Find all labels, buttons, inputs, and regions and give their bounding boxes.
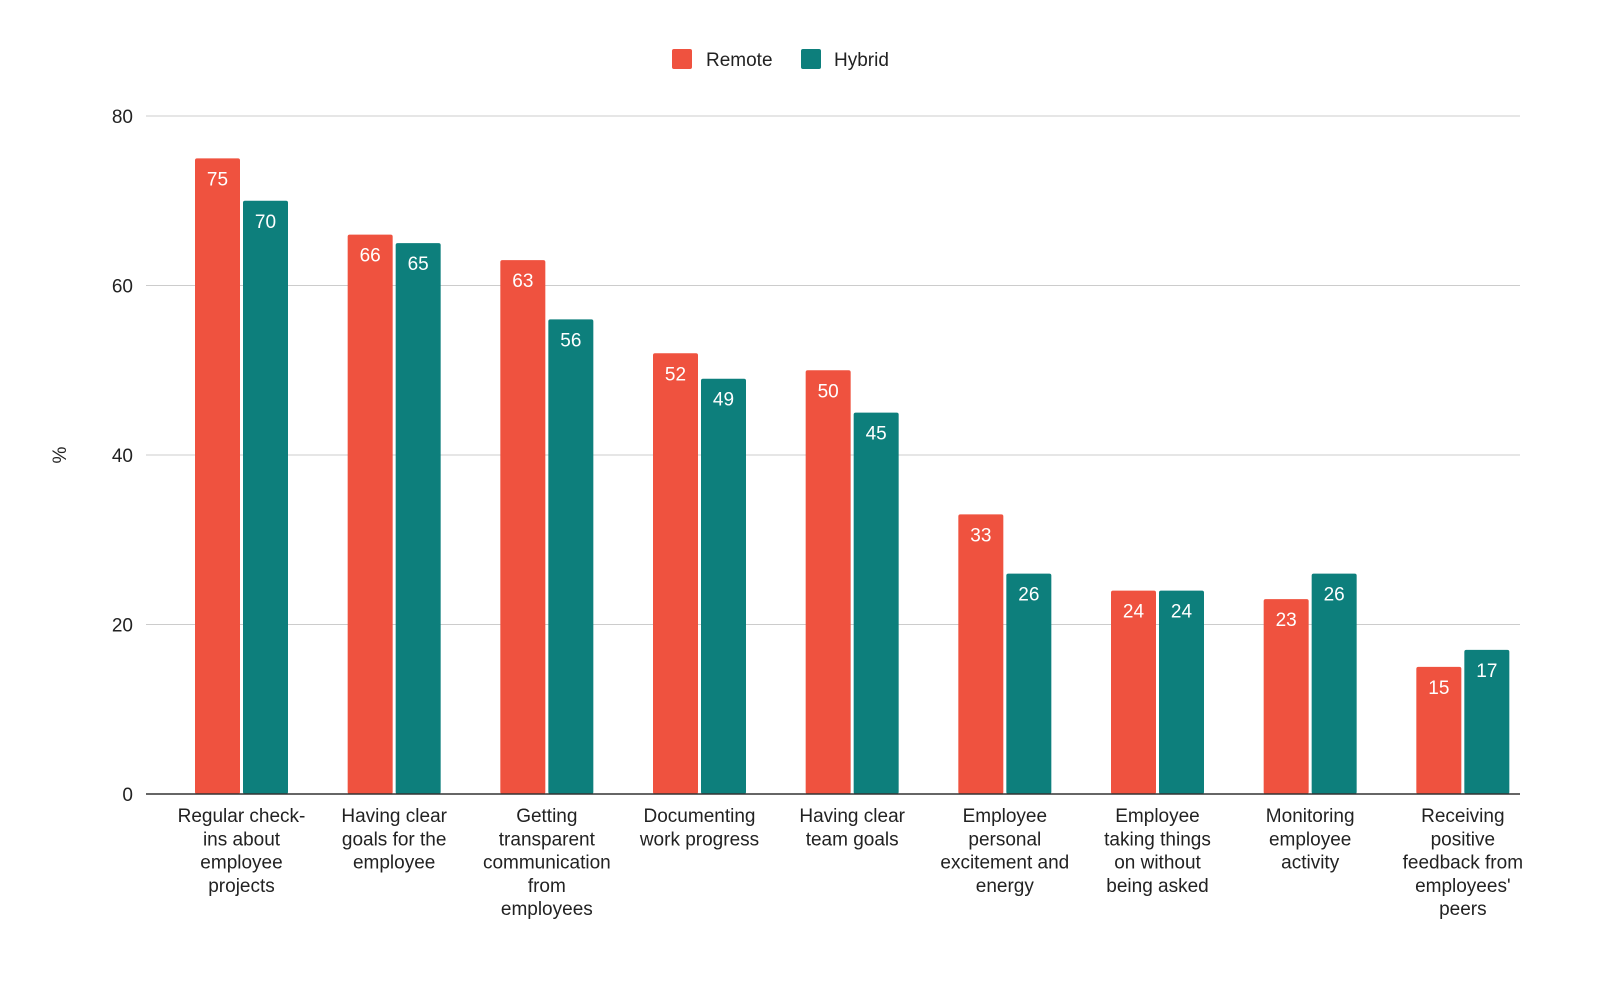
legend-swatch-remote (672, 49, 692, 69)
x-tick-label-line: positive (1431, 829, 1495, 850)
bar-remote-5 (958, 514, 1004, 794)
x-tick-label-line: peers (1439, 899, 1487, 920)
x-tick-label-line: Employee (963, 806, 1048, 827)
data-label-remote-4: 50 (818, 381, 839, 402)
bar-remote-2 (500, 260, 546, 794)
bar-remote-4 (805, 370, 851, 794)
bar-hybrid-2 (548, 319, 594, 794)
x-tick-label-line: team goals (806, 829, 899, 850)
data-label-remote-2: 63 (512, 271, 533, 292)
data-label-remote-6: 24 (1123, 602, 1145, 623)
bar-hybrid-8 (1464, 649, 1510, 794)
x-tick-label-line: energy (976, 876, 1035, 897)
bar-hybrid-4 (853, 412, 899, 794)
data-label-remote-7: 23 (1276, 610, 1297, 631)
data-label-hybrid-3: 49 (713, 390, 734, 411)
data-label-hybrid-7: 26 (1324, 585, 1345, 606)
x-tick-label-line: ins about (203, 829, 281, 850)
legend-label-hybrid: Hybrid (834, 50, 889, 71)
x-tick-label-line: Regular check- (178, 806, 306, 827)
data-label-hybrid-0: 70 (255, 212, 276, 233)
bar-remote-8 (1416, 666, 1462, 794)
x-tick-label: Having clear team goals (799, 806, 905, 850)
data-label-remote-5: 33 (970, 525, 991, 546)
y-tick-label: 80 (112, 107, 133, 128)
bar-remote-0 (195, 158, 240, 794)
bar-hybrid-3 (701, 378, 746, 794)
x-tick-label-line: projects (208, 876, 275, 897)
y-axis-title: % (50, 446, 71, 463)
data-label-hybrid-2: 56 (560, 330, 581, 351)
x-tick-label: Employee taking things on without being ask… (1104, 806, 1211, 897)
x-tick-label-line: taking things (1104, 829, 1211, 850)
x-tick-label-line: Receiving (1421, 806, 1504, 827)
x-tick-label-line: Monitoring (1266, 806, 1355, 827)
x-tick-label-line: employees' (1415, 876, 1511, 897)
y-tick-label: 0 (122, 785, 133, 806)
x-tick-label: Employee personal excitement and energy (940, 806, 1069, 897)
bar-hybrid-6 (1159, 590, 1204, 794)
y-axis-ticks: 0 20 40 60 80 (112, 107, 133, 806)
legend-label-remote: Remote (706, 50, 773, 71)
legend-swatch-hybrid (801, 49, 821, 69)
data-label-remote-0: 75 (207, 169, 228, 190)
x-tick-label: Monitoring employee activity (1266, 806, 1355, 874)
bar-remote-7 (1263, 599, 1309, 794)
x-tick-label-line: on without (1114, 853, 1201, 874)
y-tick-label: 60 (112, 277, 133, 298)
bar-hybrid-7 (1311, 573, 1357, 794)
x-tick-label-line: activity (1281, 853, 1340, 874)
data-label-remote-8: 15 (1428, 678, 1449, 699)
x-tick-label-line: employee (200, 853, 282, 874)
x-tick-label-line: excitement and (940, 853, 1069, 874)
x-tick-label: Documenting work progress (639, 806, 759, 850)
y-tick-label: 40 (112, 446, 133, 467)
data-label-hybrid-4: 45 (866, 424, 887, 445)
x-tick-label-line: employees (501, 899, 593, 920)
x-tick-label-line: Having clear (799, 806, 905, 827)
x-tick-label-line: Employee (1115, 806, 1200, 827)
x-tick-label-line: Having clear (341, 806, 447, 827)
data-label-hybrid-8: 17 (1476, 661, 1497, 682)
x-tick-label: Receiving positive feedback from employees'… (1403, 806, 1523, 920)
y-tick-label: 20 (112, 616, 133, 637)
x-tick-label-line: personal (968, 829, 1041, 850)
bar-hybrid-5 (1006, 573, 1052, 794)
x-tick-label: Getting transparent communication from emplo… (483, 806, 611, 920)
x-tick-label-line: goals for the (342, 829, 447, 850)
data-label-remote-3: 52 (665, 364, 686, 385)
bar-remote-1 (347, 234, 393, 794)
bar-hybrid-1 (395, 243, 441, 794)
bar-remote-6 (1111, 590, 1156, 794)
bars: 75 66 63 52 50 33 24 23 15 70 65 56 49 45 26 24 26 17 (195, 158, 1510, 794)
x-tick-label: Having clear goals for the employee (341, 806, 447, 874)
x-tick-label-line: employee (1269, 829, 1351, 850)
x-tick-label-line: employee (353, 853, 435, 874)
x-tick-label-line: from (528, 876, 566, 897)
legend: Remote Hybrid (672, 49, 889, 71)
data-label-hybrid-5: 26 (1018, 585, 1039, 606)
data-label-hybrid-1: 65 (408, 254, 429, 275)
x-tick-label-line: transparent (499, 829, 596, 850)
data-label-remote-1: 66 (360, 246, 381, 267)
x-tick-label-line: feedback from (1403, 853, 1523, 874)
x-tick-label-line: being asked (1106, 876, 1208, 897)
x-tick-label-line: communication (483, 853, 611, 874)
x-tick-label: Regular check-ins about employee projects (178, 806, 306, 897)
x-axis-labels: Regular check-ins about employee projectsH… (178, 806, 1523, 920)
data-label-hybrid-6: 24 (1171, 602, 1193, 623)
x-tick-label-line: Getting (516, 806, 577, 827)
bar-hybrid-0 (243, 200, 288, 794)
x-tick-label-line: work progress (639, 829, 759, 850)
x-tick-label-line: Documenting (644, 806, 756, 827)
bar-remote-3 (653, 353, 698, 794)
